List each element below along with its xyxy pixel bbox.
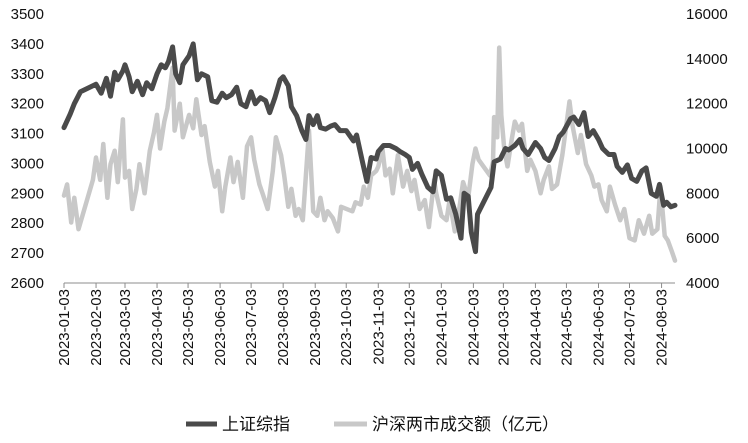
left-y-tick-label: 3000 bbox=[11, 155, 44, 172]
right-y-tick-label: 8000 bbox=[686, 185, 719, 202]
left-y-tick-label: 2700 bbox=[11, 245, 44, 262]
x-tick-label: 2023-08-03 bbox=[275, 289, 292, 366]
x-tick-label: 2023-10-03 bbox=[338, 289, 355, 366]
legend: 上证综指 沪深两市成交额（亿元） bbox=[186, 415, 559, 435]
x-tick-label: 2023-07-03 bbox=[243, 289, 260, 366]
x-tick-label: 2024-08-03 bbox=[654, 289, 671, 366]
x-tick-label: 2023-03-03 bbox=[117, 289, 134, 366]
x-tick-label: 2023-11-03 bbox=[370, 289, 387, 365]
right-y-tick-label: 10000 bbox=[686, 141, 728, 158]
left-y-axis: 2600 2700 2800 2900 3000 3100 3200 3300 3400 3500 bbox=[11, 6, 44, 292]
left-y-tick-label: 3500 bbox=[11, 6, 44, 23]
x-tick-label: 2023-12-03 bbox=[401, 289, 418, 366]
left-y-tick-label: 3300 bbox=[11, 66, 44, 83]
legend-label-turnover: 沪深两市成交额（亿元） bbox=[372, 415, 559, 435]
x-tick-label: 2024-03-03 bbox=[495, 289, 512, 366]
right-y-tick-label: 12000 bbox=[686, 96, 728, 113]
right-y-tick-label: 14000 bbox=[686, 51, 728, 68]
x-tick-label: 2024-04-03 bbox=[527, 289, 544, 366]
x-tick-label: 2023-02-03 bbox=[88, 289, 105, 366]
x-tick-label: 2024-01-03 bbox=[433, 289, 450, 366]
x-tick-label: 2024-06-03 bbox=[590, 289, 607, 366]
series-line-shanghai-index bbox=[61, 41, 678, 255]
x-tick-label: 2024-05-03 bbox=[558, 289, 575, 366]
right-y-tick-label: 16000 bbox=[686, 6, 728, 23]
left-y-tick-label: 2800 bbox=[11, 215, 44, 232]
left-y-tick-label: 2600 bbox=[11, 275, 44, 292]
left-y-tick-label: 3100 bbox=[11, 126, 44, 143]
x-tick-label: 2023-05-03 bbox=[180, 289, 197, 366]
left-y-tick-label: 3400 bbox=[11, 36, 44, 53]
x-tick-label: 2023-01-03 bbox=[56, 289, 73, 366]
right-y-axis: 4000 6000 8000 10000 12000 14000 16000 bbox=[686, 6, 728, 292]
right-y-tick-label: 6000 bbox=[686, 230, 719, 247]
x-tick-label: 2023-04-03 bbox=[149, 289, 166, 366]
left-y-tick-label: 3200 bbox=[11, 96, 44, 113]
left-y-tick-label: 2900 bbox=[11, 185, 44, 202]
x-tick-label: 2023-06-03 bbox=[212, 289, 229, 366]
right-y-tick-label: 4000 bbox=[686, 275, 719, 292]
x-tick-label: 2024-07-03 bbox=[622, 289, 639, 366]
x-axis: 2023-01-03 2023-02-03 2023-03-03 2023-04-03… bbox=[56, 283, 671, 366]
legend-label-shanghai-index: 上证综指 bbox=[222, 415, 290, 435]
x-tick-label: 2023-09-03 bbox=[307, 289, 324, 366]
plot-area bbox=[61, 41, 678, 263]
x-tick-label: 2024-02-03 bbox=[465, 289, 482, 366]
